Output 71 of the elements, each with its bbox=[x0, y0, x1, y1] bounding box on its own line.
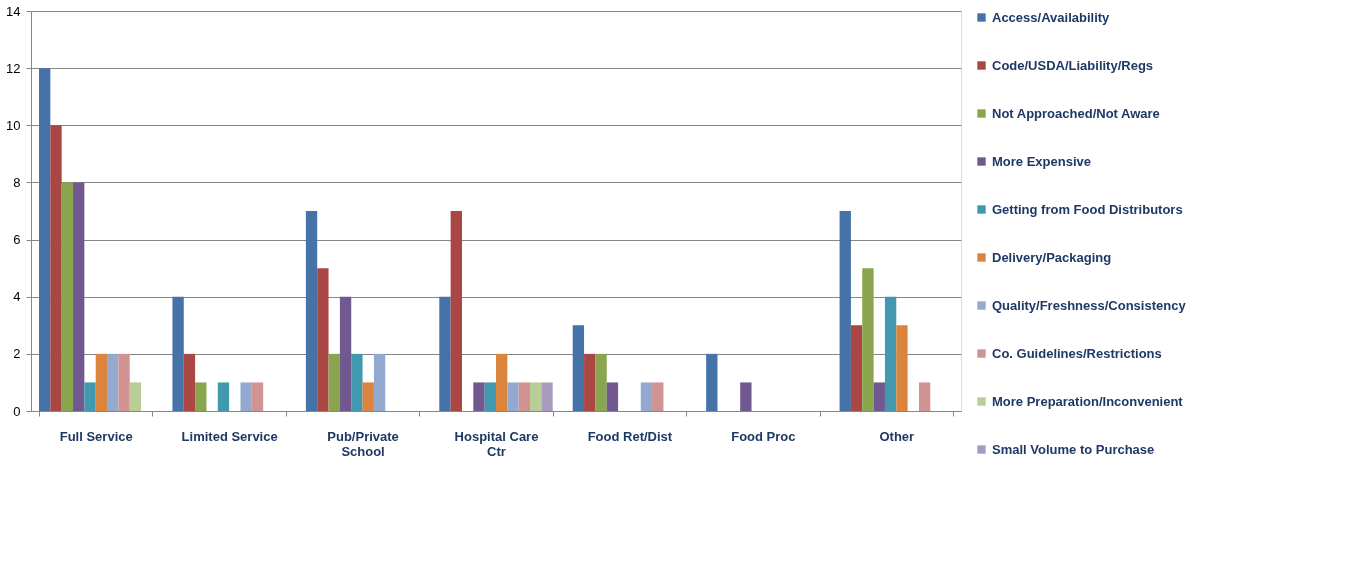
legend-label: Getting from Food Distributors bbox=[992, 201, 1183, 217]
bar bbox=[305, 211, 318, 411]
x-tick-label: Food Ret/Dist bbox=[587, 428, 673, 444]
y-tick-label: 4 bbox=[13, 289, 21, 305]
legend-label: Delivery/Packaging bbox=[992, 249, 1112, 265]
bar bbox=[328, 353, 340, 411]
x-tick-label: Limited Service bbox=[181, 428, 278, 444]
bar bbox=[473, 382, 485, 411]
x-tick-label: Other bbox=[879, 428, 915, 444]
bar bbox=[496, 353, 508, 411]
bar bbox=[95, 353, 108, 411]
legend-label: Code/USDA/Liability/Regs bbox=[992, 57, 1154, 73]
bar bbox=[61, 182, 74, 411]
x-tick-label: Hospital Care Ctr bbox=[454, 428, 539, 459]
bar bbox=[518, 382, 531, 411]
y-tick-label: 12 bbox=[6, 60, 21, 76]
legend-label: Not Approached/Not Aware bbox=[992, 105, 1160, 121]
bar bbox=[84, 382, 96, 411]
bar bbox=[450, 211, 462, 411]
bar bbox=[217, 382, 230, 411]
bar bbox=[118, 353, 130, 411]
bar bbox=[339, 296, 352, 411]
bar bbox=[73, 182, 85, 411]
legend-label: Access/Availability bbox=[992, 9, 1111, 25]
bar bbox=[530, 382, 542, 411]
bar bbox=[251, 382, 264, 411]
bar bbox=[240, 382, 252, 411]
bar bbox=[183, 353, 196, 411]
bar bbox=[362, 382, 374, 411]
y-tick-label: 10 bbox=[6, 117, 21, 133]
legend-label: Co. Guidelines/Restrictions bbox=[992, 345, 1162, 361]
bar bbox=[850, 325, 863, 411]
bar bbox=[839, 211, 851, 411]
bar bbox=[896, 325, 908, 411]
bar bbox=[918, 382, 931, 411]
bar bbox=[640, 382, 653, 411]
legend-label: Quality/Freshness/Consistency bbox=[992, 297, 1187, 313]
bar bbox=[572, 325, 585, 411]
x-tick-label: Food Proc bbox=[731, 428, 796, 444]
bar bbox=[172, 296, 184, 411]
bar bbox=[706, 353, 718, 411]
bar bbox=[439, 296, 451, 411]
bar bbox=[373, 353, 386, 411]
bar bbox=[541, 382, 553, 411]
y-tick-label: 8 bbox=[13, 174, 21, 190]
x-tick-label: Full Service bbox=[59, 428, 133, 444]
bar bbox=[107, 353, 119, 411]
bar bbox=[351, 353, 363, 411]
bar bbox=[873, 382, 885, 411]
legend-label: Small Volume to Purchase bbox=[992, 441, 1155, 457]
bar bbox=[884, 296, 897, 411]
bar bbox=[595, 353, 607, 411]
bar bbox=[862, 268, 874, 411]
bar bbox=[652, 382, 664, 411]
legend-label: More Expensive bbox=[992, 153, 1091, 169]
x-tick-label: Pub/Private School bbox=[327, 428, 399, 459]
bar bbox=[50, 125, 62, 411]
bar bbox=[507, 382, 519, 411]
bar bbox=[584, 353, 596, 411]
y-tick-label: 2 bbox=[13, 346, 21, 362]
y-tick-label: 6 bbox=[13, 232, 21, 248]
bar bbox=[484, 382, 496, 411]
bar bbox=[39, 68, 51, 411]
bar bbox=[195, 382, 207, 411]
bar bbox=[606, 382, 619, 411]
bar bbox=[317, 268, 329, 411]
legend-label: More Preparation/Inconvenient bbox=[992, 393, 1184, 409]
y-tick-label: 14 bbox=[6, 3, 21, 19]
bar bbox=[740, 382, 752, 411]
y-tick-label: 0 bbox=[13, 403, 21, 419]
bar bbox=[129, 382, 142, 411]
